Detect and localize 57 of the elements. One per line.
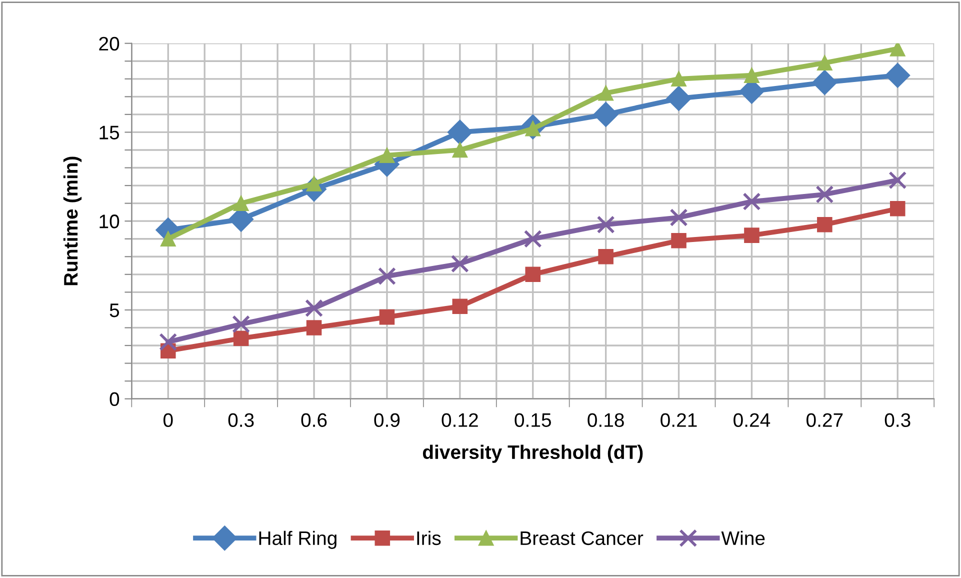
legend-label: Breast Cancer: [520, 531, 644, 546]
point: [160, 231, 176, 246]
point: [890, 201, 906, 216]
point: [598, 85, 614, 101]
point: [306, 320, 322, 336]
legend-label: Wine: [721, 530, 765, 546]
point: [817, 55, 832, 71]
point: [379, 148, 395, 163]
point: [742, 192, 761, 211]
y-tick-label: 5: [110, 304, 120, 318]
y-tick-label: 0: [110, 392, 120, 406]
point: [812, 70, 838, 95]
x-tick-label: 0.27: [806, 413, 843, 427]
point: [671, 71, 686, 87]
point: [305, 299, 324, 318]
x-tick-label: 0.6: [301, 413, 327, 427]
x-tick-label: 0.12: [442, 413, 478, 427]
point: [744, 68, 760, 83]
point: [670, 208, 688, 227]
x-tick-label: 0.21: [660, 413, 697, 427]
point: [885, 62, 910, 88]
point: [159, 332, 178, 351]
point: [744, 228, 760, 243]
point: [232, 315, 250, 334]
legend-label: Half Ring: [259, 530, 336, 549]
point: [593, 102, 618, 127]
point: [666, 86, 692, 111]
point: [890, 43, 906, 56]
point: [525, 266, 541, 282]
point: [233, 196, 249, 211]
point: [378, 267, 396, 286]
point: [598, 248, 614, 264]
y-tick-label: 15: [100, 126, 120, 140]
point: [379, 309, 395, 325]
y-tick-label: 20: [99, 36, 120, 51]
x-tick-label: 0.15: [514, 413, 551, 427]
point: [524, 230, 542, 248]
point: [596, 216, 615, 234]
point: [671, 232, 686, 248]
point: [447, 120, 472, 145]
point: [816, 185, 834, 204]
legend-label: Iris: [417, 530, 441, 546]
point: [817, 217, 832, 232]
y-tick-label: 10: [100, 214, 120, 228]
x-axis-title: diversity Threshold (dT): [422, 444, 643, 463]
x-tick-label: 0: [163, 413, 173, 427]
point: [452, 298, 468, 314]
x-tick-label: 0.24: [734, 413, 770, 427]
x-tick-label: 0.18: [588, 413, 624, 427]
point: [452, 142, 468, 158]
x-tick-label: 0.3: [884, 413, 910, 427]
point: [888, 171, 907, 190]
y-axis-title: Runtime (min): [63, 156, 82, 286]
point: [233, 330, 249, 346]
x-tick-label: 0.3: [228, 413, 254, 427]
point: [450, 254, 469, 273]
x-tick-label: 0.9: [374, 413, 400, 427]
